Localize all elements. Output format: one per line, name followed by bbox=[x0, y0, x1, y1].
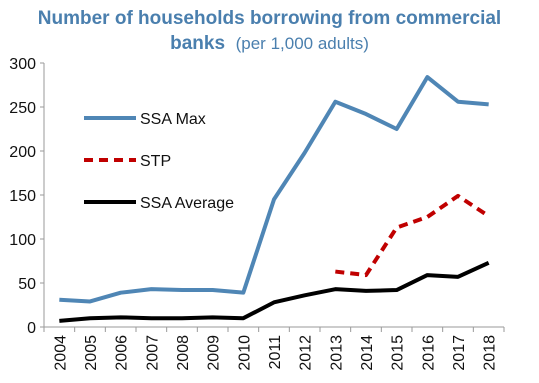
x-tick-label: 2017 bbox=[451, 335, 468, 371]
x-tick-label: 2015 bbox=[390, 335, 407, 371]
title-bold-part: banks bbox=[170, 33, 226, 54]
y-tick-label: 200 bbox=[9, 144, 36, 161]
x-tick-label: 2010 bbox=[236, 335, 253, 371]
legend-label: SSA Max bbox=[140, 111, 206, 128]
title-line-2: banks (per 1,000 adults) bbox=[0, 31, 539, 56]
x-tick-label: 2013 bbox=[328, 335, 345, 371]
x-tick-label: 2018 bbox=[482, 335, 499, 371]
title-unit-part: (per 1,000 adults) bbox=[235, 34, 369, 53]
x-tick-label: 2011 bbox=[267, 335, 284, 370]
x-tick-label: 2012 bbox=[298, 335, 315, 371]
legend-label: STP bbox=[140, 153, 171, 170]
series-line-stp bbox=[335, 193, 490, 278]
x-tick-label: 2007 bbox=[144, 335, 161, 371]
series-line-ssa-max bbox=[59, 75, 489, 304]
y-tick-label: 100 bbox=[9, 232, 36, 249]
x-tick-label: 2009 bbox=[206, 335, 223, 371]
x-tick-label: 2014 bbox=[359, 335, 376, 371]
y-tick-label: 300 bbox=[9, 56, 36, 73]
legend-label: SSA Average bbox=[140, 195, 234, 212]
x-tick-label: 2005 bbox=[83, 335, 100, 371]
x-tick-label: 2004 bbox=[52, 335, 69, 371]
chart-title: Number of households borrowing from comm… bbox=[0, 6, 539, 56]
series-lines bbox=[59, 75, 490, 323]
y-tick-label: 50 bbox=[18, 276, 36, 293]
axes: 0 50 100 150 200 250 300 2004 2005 2006 2007 2008 20… bbox=[9, 56, 505, 371]
x-tick-label: 2008 bbox=[175, 335, 192, 371]
y-tick-label: 250 bbox=[9, 100, 36, 117]
y-tick-label: 0 bbox=[27, 320, 36, 337]
series-line-ssa-average bbox=[59, 260, 490, 323]
legend: SSA Max STP SSA Average bbox=[84, 111, 234, 212]
x-tick-label: 2006 bbox=[114, 335, 131, 371]
y-tick-label: 150 bbox=[9, 188, 36, 205]
x-tick-label: 2016 bbox=[420, 335, 437, 371]
title-line-1: Number of households borrowing from comm… bbox=[37, 8, 502, 29]
